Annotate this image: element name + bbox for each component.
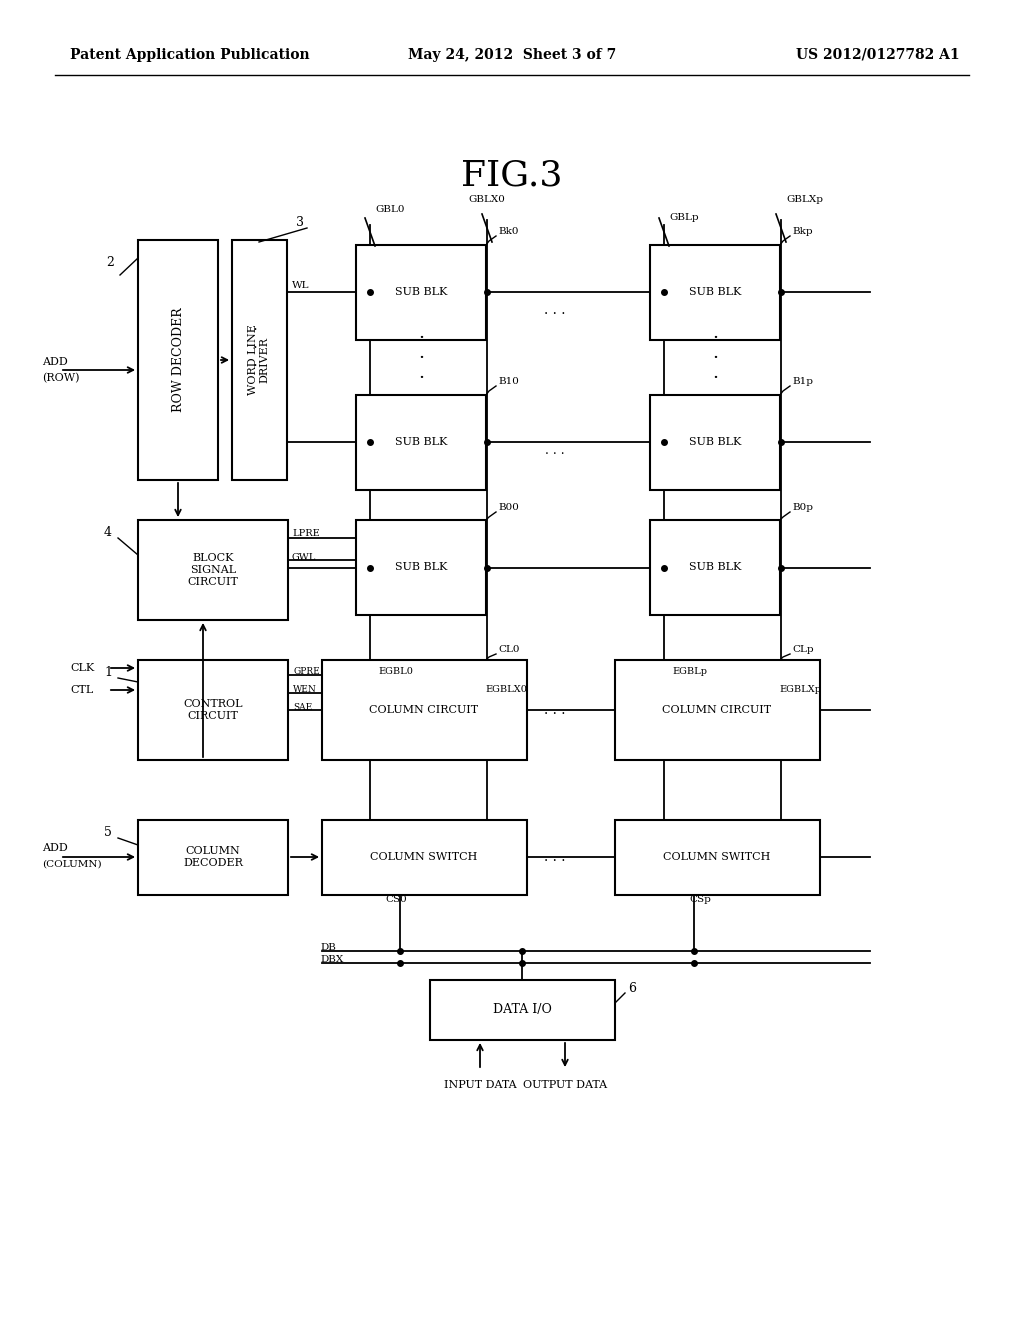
Bar — [138, 660, 288, 760]
Text: 4: 4 — [104, 525, 112, 539]
Text: CONTROL
CIRCUIT: CONTROL CIRCUIT — [183, 700, 243, 721]
Text: GBL0: GBL0 — [375, 206, 404, 214]
Text: GBLXp: GBLXp — [786, 195, 823, 205]
Text: ROW DECODER: ROW DECODER — [171, 308, 184, 412]
Bar — [138, 240, 218, 480]
Text: COLUMN CIRCUIT: COLUMN CIRCUIT — [370, 705, 478, 715]
Text: GPRE: GPRE — [293, 668, 319, 676]
Text: CL0: CL0 — [498, 645, 519, 655]
Text: ·: · — [712, 329, 718, 347]
Text: WEN: WEN — [293, 685, 316, 694]
Text: 1: 1 — [104, 665, 112, 678]
Text: ·: · — [253, 341, 257, 355]
Text: B10: B10 — [498, 378, 519, 387]
Text: BLOCK
SIGNAL
CIRCUIT: BLOCK SIGNAL CIRCUIT — [187, 553, 239, 586]
Text: May 24, 2012  Sheet 3 of 7: May 24, 2012 Sheet 3 of 7 — [408, 48, 616, 62]
Text: GBLp: GBLp — [669, 214, 698, 223]
Text: SAE: SAE — [293, 704, 312, 713]
Text: B00: B00 — [498, 503, 519, 512]
Text: . . .: . . . — [544, 304, 565, 317]
Text: 3: 3 — [296, 215, 304, 228]
Text: GWL: GWL — [292, 553, 316, 561]
Bar — [650, 246, 780, 341]
Text: SUB BLK: SUB BLK — [689, 562, 741, 572]
Text: ADD: ADD — [42, 356, 68, 367]
Text: Bk0: Bk0 — [498, 227, 518, 236]
Text: FIG.3: FIG.3 — [461, 158, 563, 191]
Text: Bkp: Bkp — [792, 227, 813, 236]
Text: (ROW): (ROW) — [42, 372, 80, 383]
Text: . . .: . . . — [544, 850, 565, 865]
Text: DBX: DBX — [319, 956, 343, 965]
Bar — [650, 520, 780, 615]
Text: COLUMN CIRCUIT: COLUMN CIRCUIT — [663, 705, 771, 715]
Text: CLp: CLp — [792, 645, 814, 655]
Text: 6: 6 — [628, 982, 636, 994]
Bar — [322, 660, 527, 760]
Bar — [232, 240, 287, 480]
Text: DATA I/O: DATA I/O — [493, 1003, 552, 1016]
Bar — [615, 660, 820, 760]
Text: LPRE: LPRE — [292, 529, 319, 539]
Text: 5: 5 — [104, 825, 112, 838]
Text: ·: · — [253, 323, 257, 337]
Text: 2: 2 — [106, 256, 114, 268]
Text: ·: · — [253, 359, 257, 374]
Text: EGBLp: EGBLp — [672, 668, 707, 676]
Text: CLK: CLK — [70, 663, 94, 673]
Text: CTL: CTL — [70, 685, 93, 696]
Text: SUB BLK: SUB BLK — [689, 437, 741, 447]
Text: . . .: . . . — [545, 444, 565, 457]
Text: DB: DB — [319, 942, 336, 952]
Bar — [430, 979, 615, 1040]
Text: ·: · — [418, 329, 424, 347]
Text: COLUMN
DECODER: COLUMN DECODER — [183, 846, 243, 867]
Text: SUB BLK: SUB BLK — [395, 286, 447, 297]
Text: EGBL0: EGBL0 — [378, 668, 413, 676]
Text: COLUMN SWITCH: COLUMN SWITCH — [664, 851, 771, 862]
Bar — [356, 395, 486, 490]
Text: OUTPUT DATA: OUTPUT DATA — [523, 1080, 607, 1090]
Bar — [138, 520, 288, 620]
Bar — [322, 820, 527, 895]
Text: EGBLXp: EGBLXp — [779, 685, 821, 694]
Text: SUB BLK: SUB BLK — [395, 562, 447, 572]
Text: WORD LINE
DRIVER: WORD LINE DRIVER — [248, 325, 269, 396]
Text: INPUT DATA: INPUT DATA — [443, 1080, 516, 1090]
Text: CSp: CSp — [689, 895, 711, 904]
Text: COLUMN SWITCH: COLUMN SWITCH — [371, 851, 477, 862]
Bar — [650, 395, 780, 490]
Text: CS0: CS0 — [385, 895, 407, 904]
Bar — [356, 520, 486, 615]
Text: EGBLX0: EGBLX0 — [485, 685, 527, 694]
Text: ADD: ADD — [42, 843, 68, 853]
Text: (COLUMN): (COLUMN) — [42, 859, 101, 869]
Text: Patent Application Publication: Patent Application Publication — [70, 48, 309, 62]
Bar — [356, 246, 486, 341]
Text: ·: · — [712, 348, 718, 367]
Text: GBLX0: GBLX0 — [469, 195, 506, 205]
Text: SUB BLK: SUB BLK — [689, 286, 741, 297]
Text: WL: WL — [292, 281, 309, 289]
Text: SUB BLK: SUB BLK — [395, 437, 447, 447]
Text: ·: · — [712, 370, 718, 387]
Text: B1p: B1p — [792, 378, 813, 387]
Bar — [138, 820, 288, 895]
Text: . . .: . . . — [544, 704, 565, 717]
Text: ·: · — [418, 370, 424, 387]
Text: US 2012/0127782 A1: US 2012/0127782 A1 — [797, 48, 961, 62]
Text: ·: · — [418, 348, 424, 367]
Bar — [615, 820, 820, 895]
Text: B0p: B0p — [792, 503, 813, 512]
